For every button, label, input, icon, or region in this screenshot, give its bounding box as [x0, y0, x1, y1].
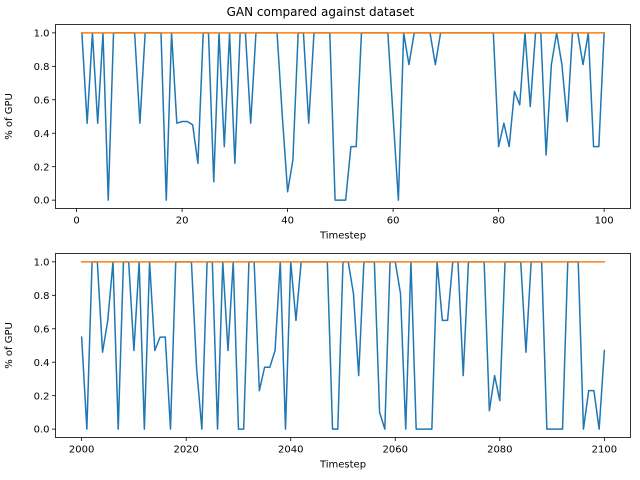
y-tick-label: 0.0 — [34, 196, 50, 207]
y-tick-label: 0.8 — [34, 291, 50, 302]
series-line-0 — [81, 32, 605, 201]
y-tick-label: 0.2 — [34, 162, 50, 173]
y-tick-label: 0.4 — [34, 358, 50, 369]
y-axis-label: % of GPU — [4, 322, 15, 369]
x-tick-label: 2100 — [592, 445, 617, 456]
x-tick-label: 0 — [73, 216, 79, 227]
x-tick-label: 80 — [492, 216, 505, 227]
y-tick-label: 0.6 — [34, 95, 50, 106]
x-tick-label: 2060 — [383, 445, 408, 456]
y-tick-label: 0.4 — [34, 129, 50, 140]
chart-top: 0 20 40 60 80 100 0.0 0.2 0.4 0.6 0.8 1.0 Timestep % … — [4, 24, 631, 242]
y-tick-label: 1.0 — [34, 257, 50, 268]
x-tick-label: 2080 — [487, 445, 512, 456]
x-tick-label: 20 — [176, 216, 189, 227]
x-tick-label: 60 — [387, 216, 400, 227]
y-tick-label: 0.0 — [34, 425, 50, 436]
x-tick-label: 2040 — [278, 445, 303, 456]
figure-title: GAN compared against dataset — [227, 5, 415, 19]
chart-bottom: 2000 2020 2040 2060 2080 2100 0.0 0.2 0.4 0.6 0.8 1… — [4, 253, 631, 471]
y-axis-label: % of GPU — [4, 93, 15, 140]
x-axis-label: Timestep — [319, 460, 366, 471]
plot-frame — [55, 253, 631, 438]
plot-frame — [55, 24, 631, 209]
y-tick-label: 0.2 — [34, 391, 50, 402]
y-tick-label: 0.6 — [34, 324, 50, 335]
y-tick-label: 1.0 — [34, 28, 50, 39]
x-tick-label: 40 — [281, 216, 294, 227]
x-tick-label: 2020 — [173, 445, 198, 456]
y-tick-label: 0.8 — [34, 62, 50, 73]
x-axis-label: Timestep — [319, 231, 366, 242]
x-tick-label: 2000 — [69, 445, 94, 456]
x-tick-label: 100 — [595, 216, 614, 227]
